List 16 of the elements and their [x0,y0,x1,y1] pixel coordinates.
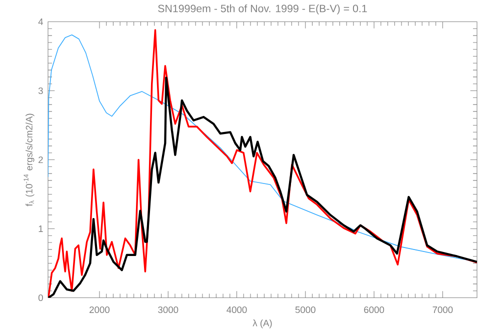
y-tick-label: 1 [38,226,43,232]
y-tick-label: 3 [38,88,43,94]
y-tick-label: 4 [38,18,44,26]
x-tick-label: 7000 [432,306,453,314]
x-axis-title: λ (A) [252,320,272,328]
line-series [48,29,478,298]
x-tick-label: 4000 [226,306,247,314]
x-tick-label: 6000 [364,306,384,314]
x-tick-label: 5000 [295,306,316,314]
y-tick-label: 2 [38,156,43,164]
y-axis-title: f$_{λ}$ (10$^{-14}$ ergs/s/cm2/A) [24,114,34,206]
line-series [48,76,478,298]
x-tick-label: 2000 [90,306,110,314]
x-tick-label: 3000 [158,306,178,314]
chart-title: SN1999em - 5th of Nov. 1999 - E(B-V) = 0.1 [158,4,367,15]
y-tick-label: 0 [38,294,43,302]
